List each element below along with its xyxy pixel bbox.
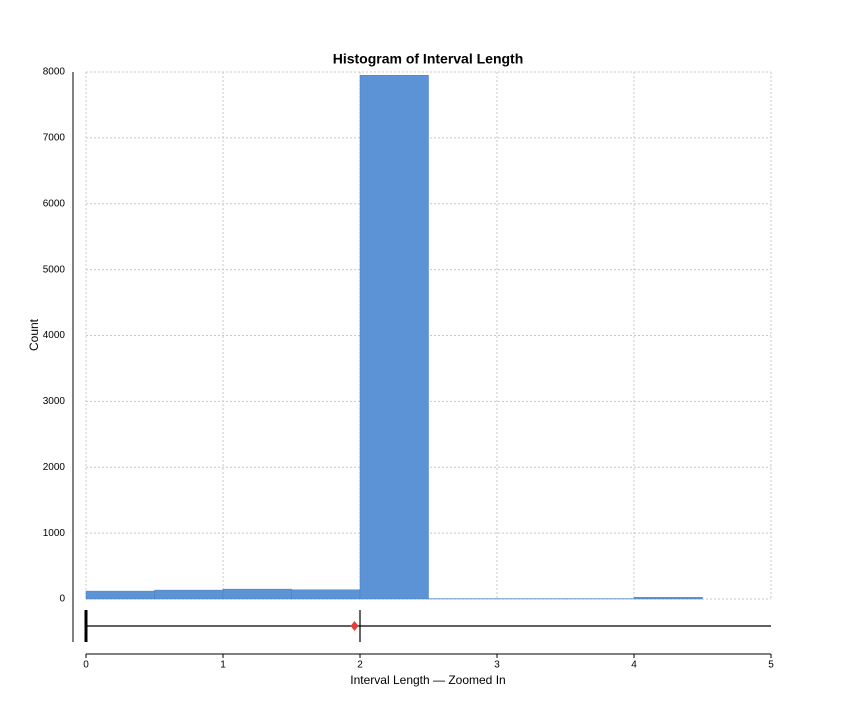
x-tick-label: 0 <box>83 660 89 671</box>
x-tick-label: 2 <box>357 660 363 671</box>
y-tick-label: 1000 <box>43 528 66 539</box>
x-axis-label: Interval Length — Zoomed In <box>350 673 505 687</box>
x-tick-label: 1 <box>220 660 226 671</box>
y-axis-label: Count <box>27 318 41 351</box>
y-tick-label: 4000 <box>43 330 66 341</box>
x-tick-label: 5 <box>768 660 774 671</box>
bar <box>154 589 224 600</box>
y-tick-label: 6000 <box>43 198 66 209</box>
y-tick-label: 2000 <box>43 462 66 473</box>
y-tick-label: 5000 <box>43 264 66 275</box>
box-mean <box>350 621 359 631</box>
bar <box>359 75 429 600</box>
x-tick-label: 3 <box>494 660 500 671</box>
bar <box>222 588 292 600</box>
chart-title: Histogram of Interval Length <box>333 51 524 67</box>
y-tick-label: 3000 <box>43 396 66 407</box>
y-tick-label: 8000 <box>43 67 66 78</box>
y-tick-label: 0 <box>59 594 65 605</box>
bar <box>633 597 703 600</box>
bar <box>291 589 361 600</box>
x-tick-label: 4 <box>631 660 637 671</box>
y-tick-label: 7000 <box>43 133 66 144</box>
bar <box>85 590 155 600</box>
